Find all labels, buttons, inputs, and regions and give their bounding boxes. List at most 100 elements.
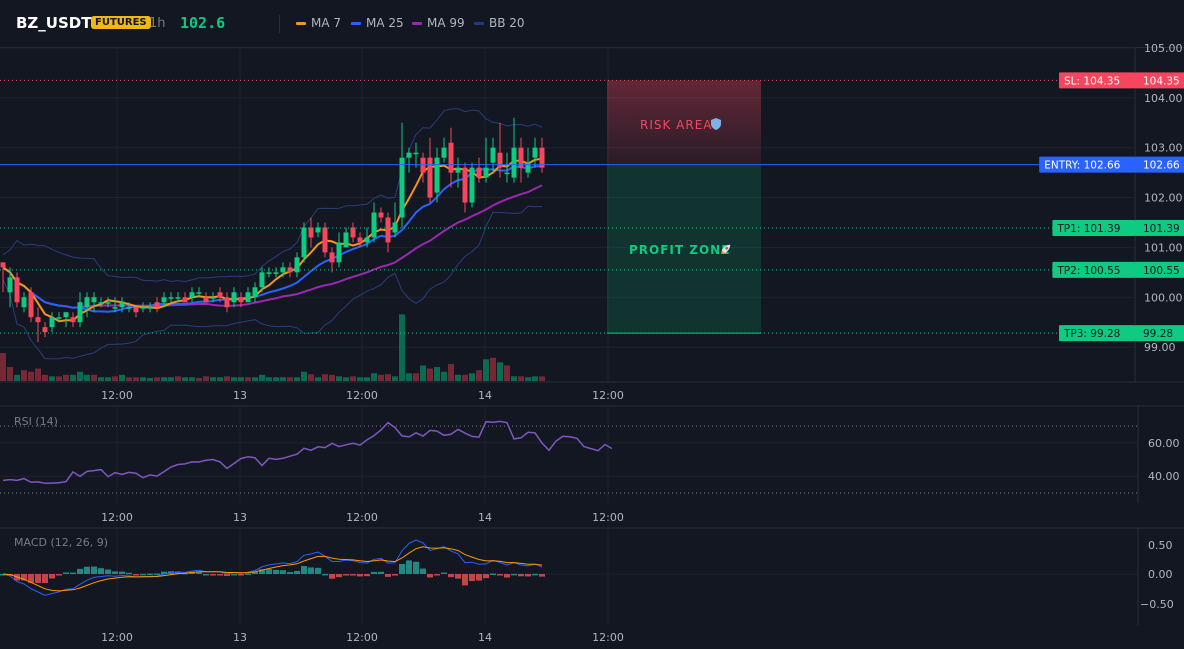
candle-body[interactable]: [105, 302, 111, 304]
candle-body[interactable]: [469, 167, 475, 203]
candle-body[interactable]: [518, 147, 524, 168]
candle-body[interactable]: [462, 167, 468, 203]
candle-body[interactable]: [7, 277, 13, 293]
symbol-name[interactable]: BZ_USDT: [16, 14, 92, 32]
tp1-tag[interactable]: [1052, 219, 1135, 236]
candle-body[interactable]: [182, 297, 188, 303]
candle-body[interactable]: [301, 227, 307, 258]
candle-body[interactable]: [84, 297, 90, 308]
candle-body[interactable]: [133, 307, 139, 313]
candle-body[interactable]: [294, 257, 300, 273]
candle-body[interactable]: [406, 152, 412, 158]
candle-body[interactable]: [147, 307, 153, 309]
candle-body[interactable]: [287, 267, 293, 273]
candle-body[interactable]: [483, 167, 489, 178]
candle-body[interactable]: [210, 297, 216, 299]
candle-body[interactable]: [315, 227, 321, 233]
entry-tag[interactable]: [1039, 156, 1135, 173]
macd-histogram-bar: [238, 574, 244, 576]
candle-body[interactable]: [273, 272, 279, 274]
candle-body[interactable]: [203, 297, 209, 303]
candle-body[interactable]: [154, 302, 160, 308]
candle-body[interactable]: [504, 172, 510, 175]
tp3-tag[interactable]: [1059, 325, 1135, 342]
candle-body[interactable]: [441, 147, 447, 158]
candle-body[interactable]: [63, 312, 69, 318]
candle-body[interactable]: [511, 147, 517, 178]
candle-body[interactable]: [497, 152, 503, 168]
candle-body[interactable]: [245, 292, 251, 303]
candle-body[interactable]: [56, 317, 62, 319]
candle-body[interactable]: [357, 237, 363, 243]
candle-body[interactable]: [98, 302, 104, 304]
legend-bb20[interactable]: BB 20: [474, 16, 525, 30]
candle-body[interactable]: [112, 307, 118, 309]
volume-bar: [497, 362, 503, 381]
candle-body[interactable]: [343, 232, 349, 248]
candle-body[interactable]: [364, 237, 370, 243]
candle-body[interactable]: [217, 292, 223, 298]
candle-body[interactable]: [336, 242, 342, 263]
candle-body[interactable]: [35, 317, 41, 323]
candle-body[interactable]: [168, 297, 174, 299]
candle-body[interactable]: [378, 212, 384, 218]
sl-tag[interactable]: [1059, 72, 1135, 89]
candle-body[interactable]: [0, 262, 6, 268]
candle-body[interactable]: [175, 297, 181, 299]
candle-body[interactable]: [308, 227, 314, 238]
candle-body[interactable]: [77, 302, 83, 323]
price-axis[interactable]: 105.00 104.00 103.00 102.00 101.00 100.00 99.0…: [1144, 42, 1183, 354]
candle-body[interactable]: [385, 217, 391, 243]
candle-body[interactable]: [161, 297, 167, 303]
candle-body[interactable]: [266, 272, 272, 274]
candle-body[interactable]: [196, 292, 202, 294]
candle-body[interactable]: [91, 297, 97, 303]
timeframe-label[interactable]: 1h: [149, 16, 166, 31]
legend-ma25[interactable]: MA 25: [351, 16, 404, 30]
candle-body[interactable]: [252, 287, 258, 298]
volume-bar: [511, 376, 517, 381]
candle-body[interactable]: [448, 142, 454, 173]
macd-histogram-bar: [441, 572, 447, 575]
candle-body[interactable]: [42, 327, 48, 333]
candle-body[interactable]: [28, 292, 34, 318]
candle-body[interactable]: [280, 267, 286, 273]
candle-body[interactable]: [49, 317, 55, 328]
candlesticks[interactable]: [0, 117, 545, 343]
candle-body[interactable]: [189, 292, 195, 298]
candle-body[interactable]: [399, 157, 405, 218]
candle-body[interactable]: [476, 167, 482, 178]
macd-histogram-bar: [112, 571, 118, 574]
candle-body[interactable]: [455, 167, 461, 173]
candle-body[interactable]: [119, 302, 125, 308]
legend-ma7[interactable]: MA 7: [296, 16, 341, 30]
candle-body[interactable]: [413, 152, 419, 155]
profit-zone[interactable]: [607, 164, 761, 334]
candle-body[interactable]: [539, 147, 545, 168]
candle-body[interactable]: [322, 227, 328, 253]
candle-body[interactable]: [126, 307, 132, 309]
candle-body[interactable]: [392, 222, 398, 233]
candle-body[interactable]: [259, 272, 265, 288]
candle-body[interactable]: [329, 252, 335, 263]
candle-body[interactable]: [350, 227, 356, 238]
candle-body[interactable]: [140, 307, 146, 309]
candle-body[interactable]: [238, 297, 244, 303]
candle-body[interactable]: [427, 157, 433, 198]
candle-body[interactable]: [525, 162, 531, 173]
candle-body[interactable]: [224, 297, 230, 308]
macd-histogram-bar: [371, 571, 377, 574]
candle-body[interactable]: [231, 292, 237, 303]
risk-zone[interactable]: [607, 80, 761, 165]
candle-body[interactable]: [21, 297, 27, 308]
tp2-tag[interactable]: [1052, 261, 1135, 278]
candle-body[interactable]: [70, 317, 76, 323]
legend-ma99[interactable]: MA 99: [412, 16, 465, 30]
candle-body[interactable]: [434, 157, 440, 193]
candle-body[interactable]: [14, 277, 20, 303]
candle-body[interactable]: [490, 147, 496, 163]
candle-body[interactable]: [532, 147, 538, 158]
candle-body[interactable]: [371, 212, 377, 238]
macd-histogram-bar: [420, 568, 426, 574]
